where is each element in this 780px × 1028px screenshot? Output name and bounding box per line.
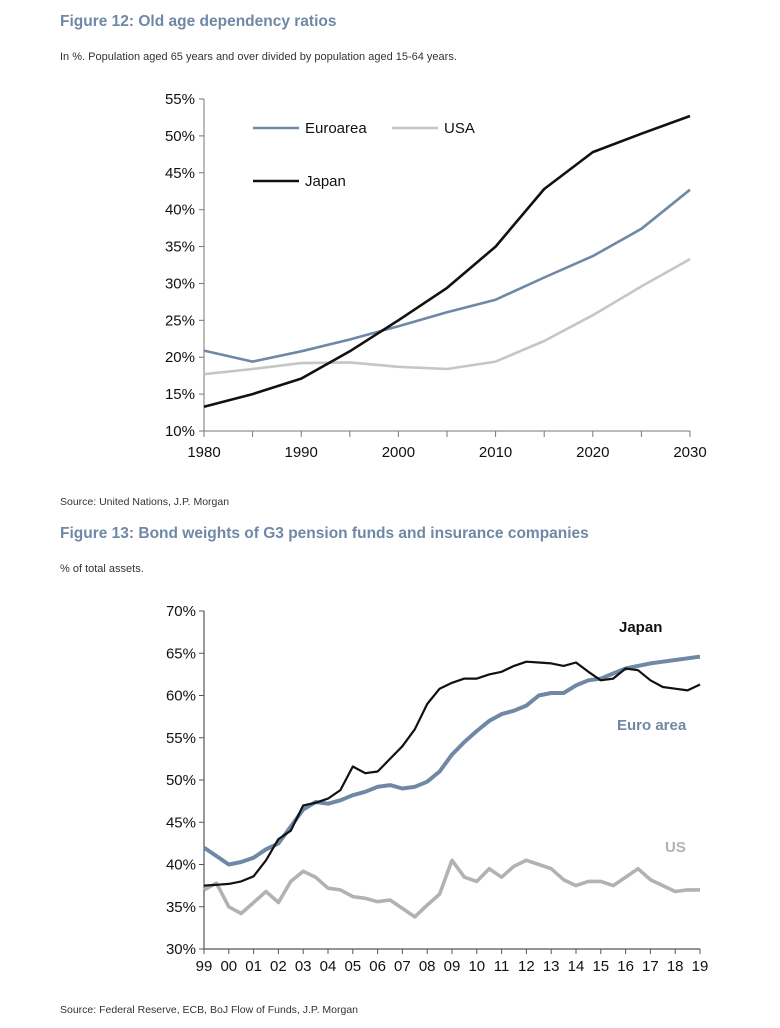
series-line-japan xyxy=(203,660,701,887)
y-tick-label: 35% xyxy=(165,239,195,256)
series-line-us xyxy=(203,858,700,919)
series-label-us: US xyxy=(665,839,686,856)
figure-12-subtitle: In %. Population aged 65 years and over … xyxy=(60,51,457,63)
y-tick-label: 55% xyxy=(166,730,196,747)
x-tick-label: 04 xyxy=(320,958,337,975)
y-tick-label: 70% xyxy=(166,603,196,620)
x-tick-label: 18 xyxy=(667,958,684,975)
x-tick-label: 05 xyxy=(344,958,361,975)
series-line-euroarea xyxy=(203,188,691,363)
bond-weights-chart: 30% 35% 40% 45% 50% 55% 60% 65% 70% 99 00 01 02 03 04 0… xyxy=(166,603,709,975)
x-tick-label: 15 xyxy=(592,958,609,975)
y-tick-label: 60% xyxy=(166,688,196,705)
legend-label-japan: Japan xyxy=(305,173,346,190)
y-tick-label: 55% xyxy=(165,91,195,108)
figure-13-source: Source: Federal Reserve, ECB, BoJ Flow o… xyxy=(60,1004,359,1016)
series-label-japan: Japan xyxy=(619,619,662,636)
series-label-euro-area: Euro area xyxy=(617,717,687,734)
x-tick-label: 2000 xyxy=(382,444,415,461)
x-tick-label: 07 xyxy=(394,958,411,975)
figure-13-title: Figure 13: Bond weights of G3 pension fu… xyxy=(60,525,589,542)
y-tick-label: 40% xyxy=(165,202,195,219)
y-tick-label: 50% xyxy=(166,772,196,789)
legend-label-euroarea: Euroarea xyxy=(305,120,367,137)
x-tick-label: 17 xyxy=(642,958,659,975)
x-tick-label: 1990 xyxy=(285,444,318,461)
x-tick-label: 1980 xyxy=(187,444,220,461)
y-tick-label: 45% xyxy=(166,814,196,831)
old-age-dependency-chart: 10% 15% 20% 25% 30% 35% 40% 45% 50% 55% 1980 1990 20… xyxy=(165,91,707,461)
x-tick-label: 02 xyxy=(270,958,287,975)
series-line-euro-area xyxy=(202,654,701,867)
x-tick-label: 13 xyxy=(543,958,560,975)
x-tick-label: 2020 xyxy=(576,444,609,461)
y-tick-label: 65% xyxy=(166,645,196,662)
y-tick-label: 25% xyxy=(165,312,195,329)
x-tick-label: 11 xyxy=(494,958,510,975)
x-tick-label: 09 xyxy=(444,958,461,975)
y-tick-label: 30% xyxy=(166,941,196,958)
y-tick-label: 50% xyxy=(165,128,195,145)
x-tick-label: 2030 xyxy=(673,444,706,461)
x-tick-label: 08 xyxy=(419,958,436,975)
x-tick-label: 16 xyxy=(617,958,634,975)
y-tick-label: 45% xyxy=(165,165,195,182)
y-tick-label: 10% xyxy=(165,423,195,440)
figure-12-title: Figure 12: Old age dependency ratios xyxy=(60,13,337,30)
x-tick-label: 00 xyxy=(220,958,237,975)
x-tick-label: 06 xyxy=(369,958,386,975)
x-tick-label: 19 xyxy=(692,958,709,975)
x-tick-label: 2010 xyxy=(479,444,512,461)
y-tick-label: 35% xyxy=(166,899,196,916)
y-tick-label: 40% xyxy=(166,857,196,874)
figure-13-subtitle: % of total assets. xyxy=(60,563,144,575)
legend-label-usa: USA xyxy=(444,120,475,137)
x-tick-label: 10 xyxy=(468,958,485,975)
y-tick-label: 20% xyxy=(165,349,195,366)
x-tick-label: 01 xyxy=(245,958,262,975)
figure-12-source: Source: United Nations, J.P. Morgan xyxy=(60,496,230,508)
series-line-usa xyxy=(203,257,691,376)
series-line-japan xyxy=(203,114,691,408)
x-tick-label: 14 xyxy=(568,958,585,975)
y-tick-label: 30% xyxy=(165,275,195,292)
x-tick-label: 12 xyxy=(518,958,535,975)
x-tick-label: 99 xyxy=(196,958,213,975)
x-tick-label: 03 xyxy=(295,958,312,975)
y-tick-label: 15% xyxy=(165,386,195,403)
